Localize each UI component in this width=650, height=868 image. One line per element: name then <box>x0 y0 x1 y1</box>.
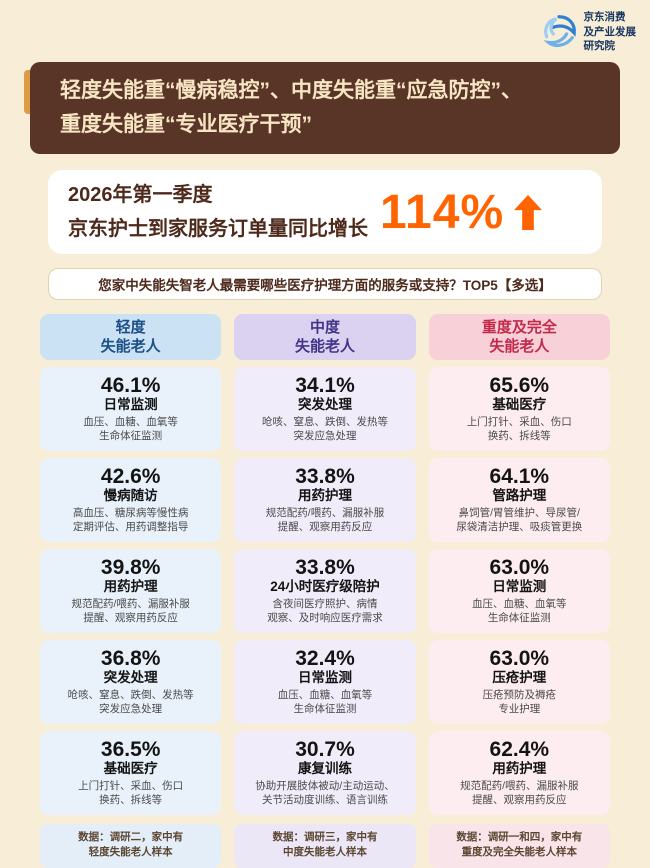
item-desc: 含夜间医疗照护、病情 观察、及时响应医疗需求 <box>267 598 383 624</box>
list-item: 63.0% 压疮护理 压疮预防及褥疮 专业护理 <box>428 640 610 724</box>
list-item: 39.8% 用药护理 规范配药/喂药、漏服补服 提醒、观察用药反应 <box>40 549 222 633</box>
item-percent: 30.7% <box>295 738 355 762</box>
list-item: 33.8% 用药护理 规范配药/喂药、漏服补服 提醒、观察用药反应 <box>234 458 416 542</box>
column-header-mild: 轻度 失能老人 <box>40 314 222 360</box>
item-desc: 呛咳、窒息、跌倒、发热等 突发应急处理 <box>67 689 194 715</box>
list-item: 42.6% 慢病随访 高血压、糖尿病等慢性病 定期评估、用药调整指导 <box>40 458 222 542</box>
column-mild-disability: 轻度 失能老人 46.1% 日常监测 血压、血糖、血氧等 生命体征监测 42.6… <box>40 314 222 868</box>
data-source-note-moderate: 数据：调研三，家中有 中度失能老人样本 <box>234 824 416 868</box>
item-title: 基础医疗 <box>103 761 158 777</box>
item-desc: 规范配药/喂药、漏服补服 提醒、观察用药反应 <box>460 780 579 806</box>
item-percent: 36.8% <box>100 647 161 671</box>
list-item: 33.8% 24小时医疗级陪护 含夜间医疗照护、病情 观察、及时响应医疗需求 <box>234 549 416 633</box>
item-title: 压疮护理 <box>492 670 547 686</box>
item-title: 日常监测 <box>492 579 547 595</box>
item-percent: 63.0% <box>489 556 550 580</box>
item-desc: 血压、血糖、血氧等 生命体征监测 <box>472 598 567 624</box>
item-desc: 压疮预防及褥疮 专业护理 <box>482 689 557 715</box>
survey-question-bar: 您家中失能失智老人最需要哪些医疗护理方面的服务或支持？TOP5【多选】 <box>48 268 602 300</box>
list-item: 36.8% 突发处理 呛咳、窒息、跌倒、发热等 突发应急处理 <box>40 640 222 724</box>
item-percent: 32.4% <box>295 647 355 671</box>
stat-card: 2026年第一季度 京东护士到家服务订单量同比增长 114% <box>48 170 602 254</box>
item-desc: 上门打针、采血、伤口 换药、拆线等 <box>78 780 184 806</box>
list-item: 63.0% 日常监测 血压、血糖、血氧等 生命体征监测 <box>428 549 610 633</box>
column-header-moderate: 中度 失能老人 <box>234 314 416 360</box>
item-percent: 39.8% <box>100 556 161 580</box>
item-title: 康复训练 <box>297 761 352 777</box>
item-percent: 42.6% <box>100 465 161 489</box>
item-percent: 33.8% <box>295 556 355 580</box>
headline-card: 轻度失能重“慢病稳控”、中度失能重“应急防控”、 重度失能重“专业医疗干预” <box>30 62 620 154</box>
item-percent: 63.0% <box>489 647 550 671</box>
item-percent: 64.1% <box>489 465 550 489</box>
headline-line1: 轻度失能重“慢病稳控”、中度失能重“应急防控”、 <box>60 79 522 103</box>
jd-research-logo: 京东消费 及产业发展 研究院 <box>540 10 637 54</box>
item-title: 突发处理 <box>297 397 352 413</box>
item-desc: 上门打针、采血、伤口 换药、拆线等 <box>466 416 572 442</box>
list-item: 46.1% 日常监测 血压、血糖、血氧等 生命体征监测 <box>40 367 222 451</box>
list-item: 34.1% 突发处理 呛咳、窒息、跌倒、发热等 突发应急处理 <box>234 367 416 451</box>
list-item: 32.4% 日常监测 血压、血糖、血氧等 生命体征监测 <box>234 640 416 724</box>
item-desc: 血压、血糖、血氧等 生命体征监测 <box>83 416 178 442</box>
item-title: 突发处理 <box>103 670 158 686</box>
list-item: 65.6% 基础医疗 上门打针、采血、伤口 换药、拆线等 <box>428 367 610 451</box>
item-title: 用药护理 <box>103 579 158 595</box>
item-title: 日常监测 <box>297 670 352 686</box>
column-moderate-disability: 中度 失能老人 34.1% 突发处理 呛咳、窒息、跌倒、发热等 突发应急处理 3… <box>234 314 416 868</box>
item-desc: 协助开展肢体被动/主动运动、 关节活动度训练、语言训练 <box>255 780 395 806</box>
list-item: 30.7% 康复训练 协助开展肢体被动/主动运动、 关节活动度训练、语言训练 <box>234 731 416 815</box>
headline-line2: 重度失能重“专业医疗干预” <box>60 113 312 136</box>
item-title: 24小时医疗级陪护 <box>270 579 380 595</box>
stat-text: 2026年第一季度 京东护士到家服务订单量同比增长 <box>68 178 368 246</box>
logo-text: 京东消费 及产业发展 研究院 <box>583 11 637 53</box>
column-header-severe: 重度及完全 失能老人 <box>428 314 610 360</box>
item-percent: 36.5% <box>100 738 161 762</box>
item-percent: 46.1% <box>100 374 161 398</box>
jd-swirl-icon <box>543 15 576 48</box>
stat-period: 2026年第一季度 <box>68 184 213 206</box>
item-title: 用药护理 <box>297 488 352 504</box>
up-arrow-icon <box>514 194 543 230</box>
item-percent: 62.4% <box>489 738 550 762</box>
item-title: 管路护理 <box>492 488 547 504</box>
item-desc: 规范配药/喂药、漏服补服 提醒、观察用药反应 <box>265 507 385 533</box>
item-desc: 呛咳、窒息、跌倒、发热等 突发应急处理 <box>261 416 388 442</box>
stat-value: 114% <box>380 185 505 239</box>
item-desc: 高血压、糖尿病等慢性病 定期评估、用药调整指导 <box>72 507 189 533</box>
item-percent: 33.8% <box>295 465 355 489</box>
item-title: 慢病随访 <box>103 488 158 504</box>
item-desc: 鼻饲管/胃管维护、导尿管/ 尿袋清洁护理、吸痰管更换 <box>456 507 583 533</box>
item-percent: 34.1% <box>295 374 355 398</box>
survey-question-text: 您家中失能失智老人最需要哪些医疗护理方面的服务或支持？TOP5【多选】 <box>98 278 552 293</box>
list-item: 36.5% 基础医疗 上门打针、采血、伤口 换药、拆线等 <box>40 731 222 815</box>
item-title: 用药护理 <box>492 761 547 777</box>
item-title: 基础医疗 <box>492 397 547 413</box>
data-source-note-mild: 数据：调研二，家中有 轻度失能老人样本 <box>40 824 222 868</box>
item-desc: 血压、血糖、血氧等 生命体征监测 <box>277 689 373 715</box>
item-desc: 规范配药/喂药、漏服补服 提醒、观察用药反应 <box>71 598 190 624</box>
stat-label: 京东护士到家服务订单量同比增长 <box>68 218 368 240</box>
list-item: 62.4% 用药护理 规范配药/喂药、漏服补服 提醒、观察用药反应 <box>428 731 610 815</box>
column-severe-disability: 重度及完全 失能老人 65.6% 基础医疗 上门打针、采血、伤口 换药、拆线等 … <box>428 314 610 868</box>
data-source-note-severe: 数据：调研一和四，家中有 重度及完全失能老人样本 <box>428 824 610 868</box>
item-percent: 65.6% <box>489 374 550 398</box>
item-title: 日常监测 <box>103 397 158 413</box>
results-columns: 轻度 失能老人 46.1% 日常监测 血压、血糖、血氧等 生命体征监测 42.6… <box>40 314 610 868</box>
list-item: 64.1% 管路护理 鼻饲管/胃管维护、导尿管/ 尿袋清洁护理、吸痰管更换 <box>428 458 610 542</box>
